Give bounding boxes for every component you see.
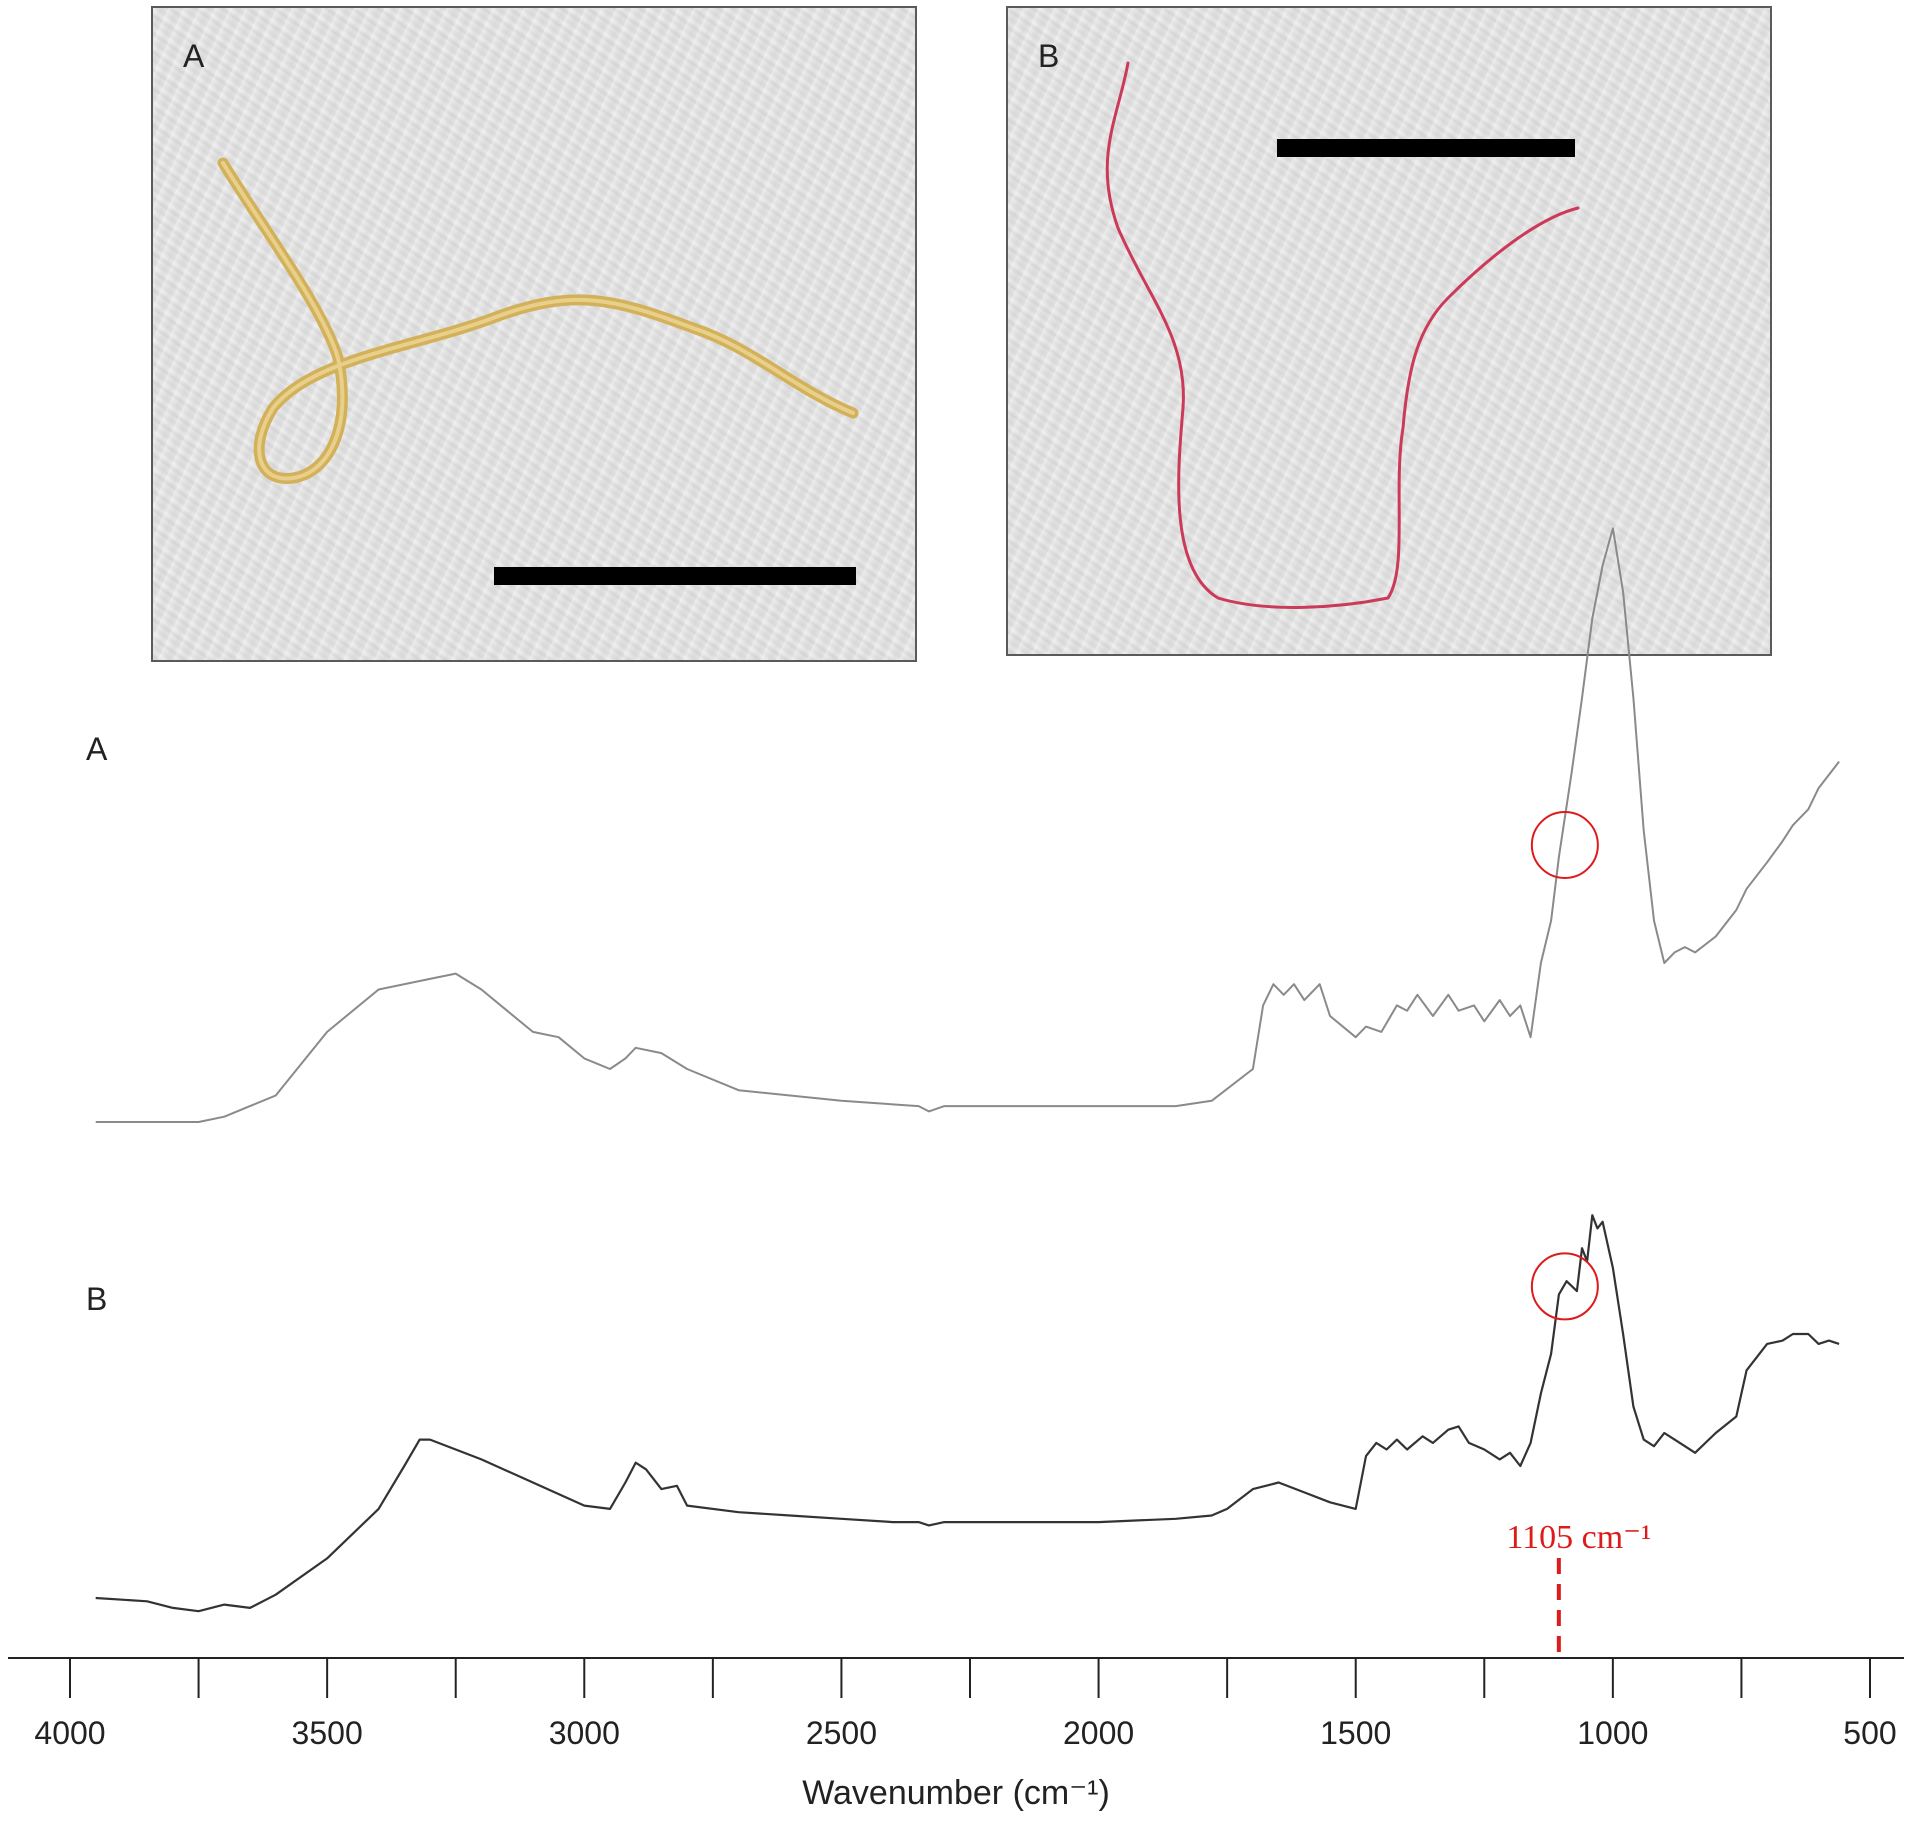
photo-b-drawing xyxy=(1105,61,1580,609)
photo-panel-a: A xyxy=(151,6,917,662)
x-tick-label: 2000 xyxy=(1063,1715,1134,1751)
x-tick-label: 4000 xyxy=(34,1715,105,1751)
photo-label-a: A xyxy=(183,38,205,74)
paper-texture xyxy=(153,8,915,660)
series-label-b: B xyxy=(86,1281,107,1317)
x-tick-label: 3500 xyxy=(292,1715,363,1751)
x-tick-label: 3000 xyxy=(549,1715,620,1751)
photo-a-drawing xyxy=(217,157,859,585)
series-line-a xyxy=(95,527,1840,1123)
x-axis: 4000 3500 3000 2500 2000 1500 1000 500 xyxy=(8,1657,1904,1751)
paper-texture xyxy=(1008,8,1770,654)
highlight-circle-b xyxy=(1530,1252,1599,1321)
x-tick-label: 1500 xyxy=(1320,1715,1391,1751)
photo-panel-b: B xyxy=(1006,6,1772,656)
scale-bar xyxy=(1277,139,1575,157)
x-tick-label: 2500 xyxy=(806,1715,877,1751)
red-fiber xyxy=(1105,61,1580,609)
photo-label-b: B xyxy=(1038,38,1060,74)
series-label-a: A xyxy=(86,731,108,767)
x-tick-label: 500 xyxy=(1843,1715,1896,1751)
spectra-series xyxy=(95,527,1840,1613)
x-tick-label: 1000 xyxy=(1577,1715,1648,1751)
highlight-circle-a xyxy=(1530,811,1599,879)
marker-label-1105: 1105 cm⁻¹ xyxy=(1506,1519,1651,1556)
scale-bar xyxy=(494,567,856,585)
spectrum-annotations: 1105 cm⁻¹ xyxy=(1506,811,1651,1658)
x-axis-title: Wavenumber (cm⁻¹) xyxy=(802,1774,1110,1812)
series-line-b xyxy=(95,1214,1840,1613)
